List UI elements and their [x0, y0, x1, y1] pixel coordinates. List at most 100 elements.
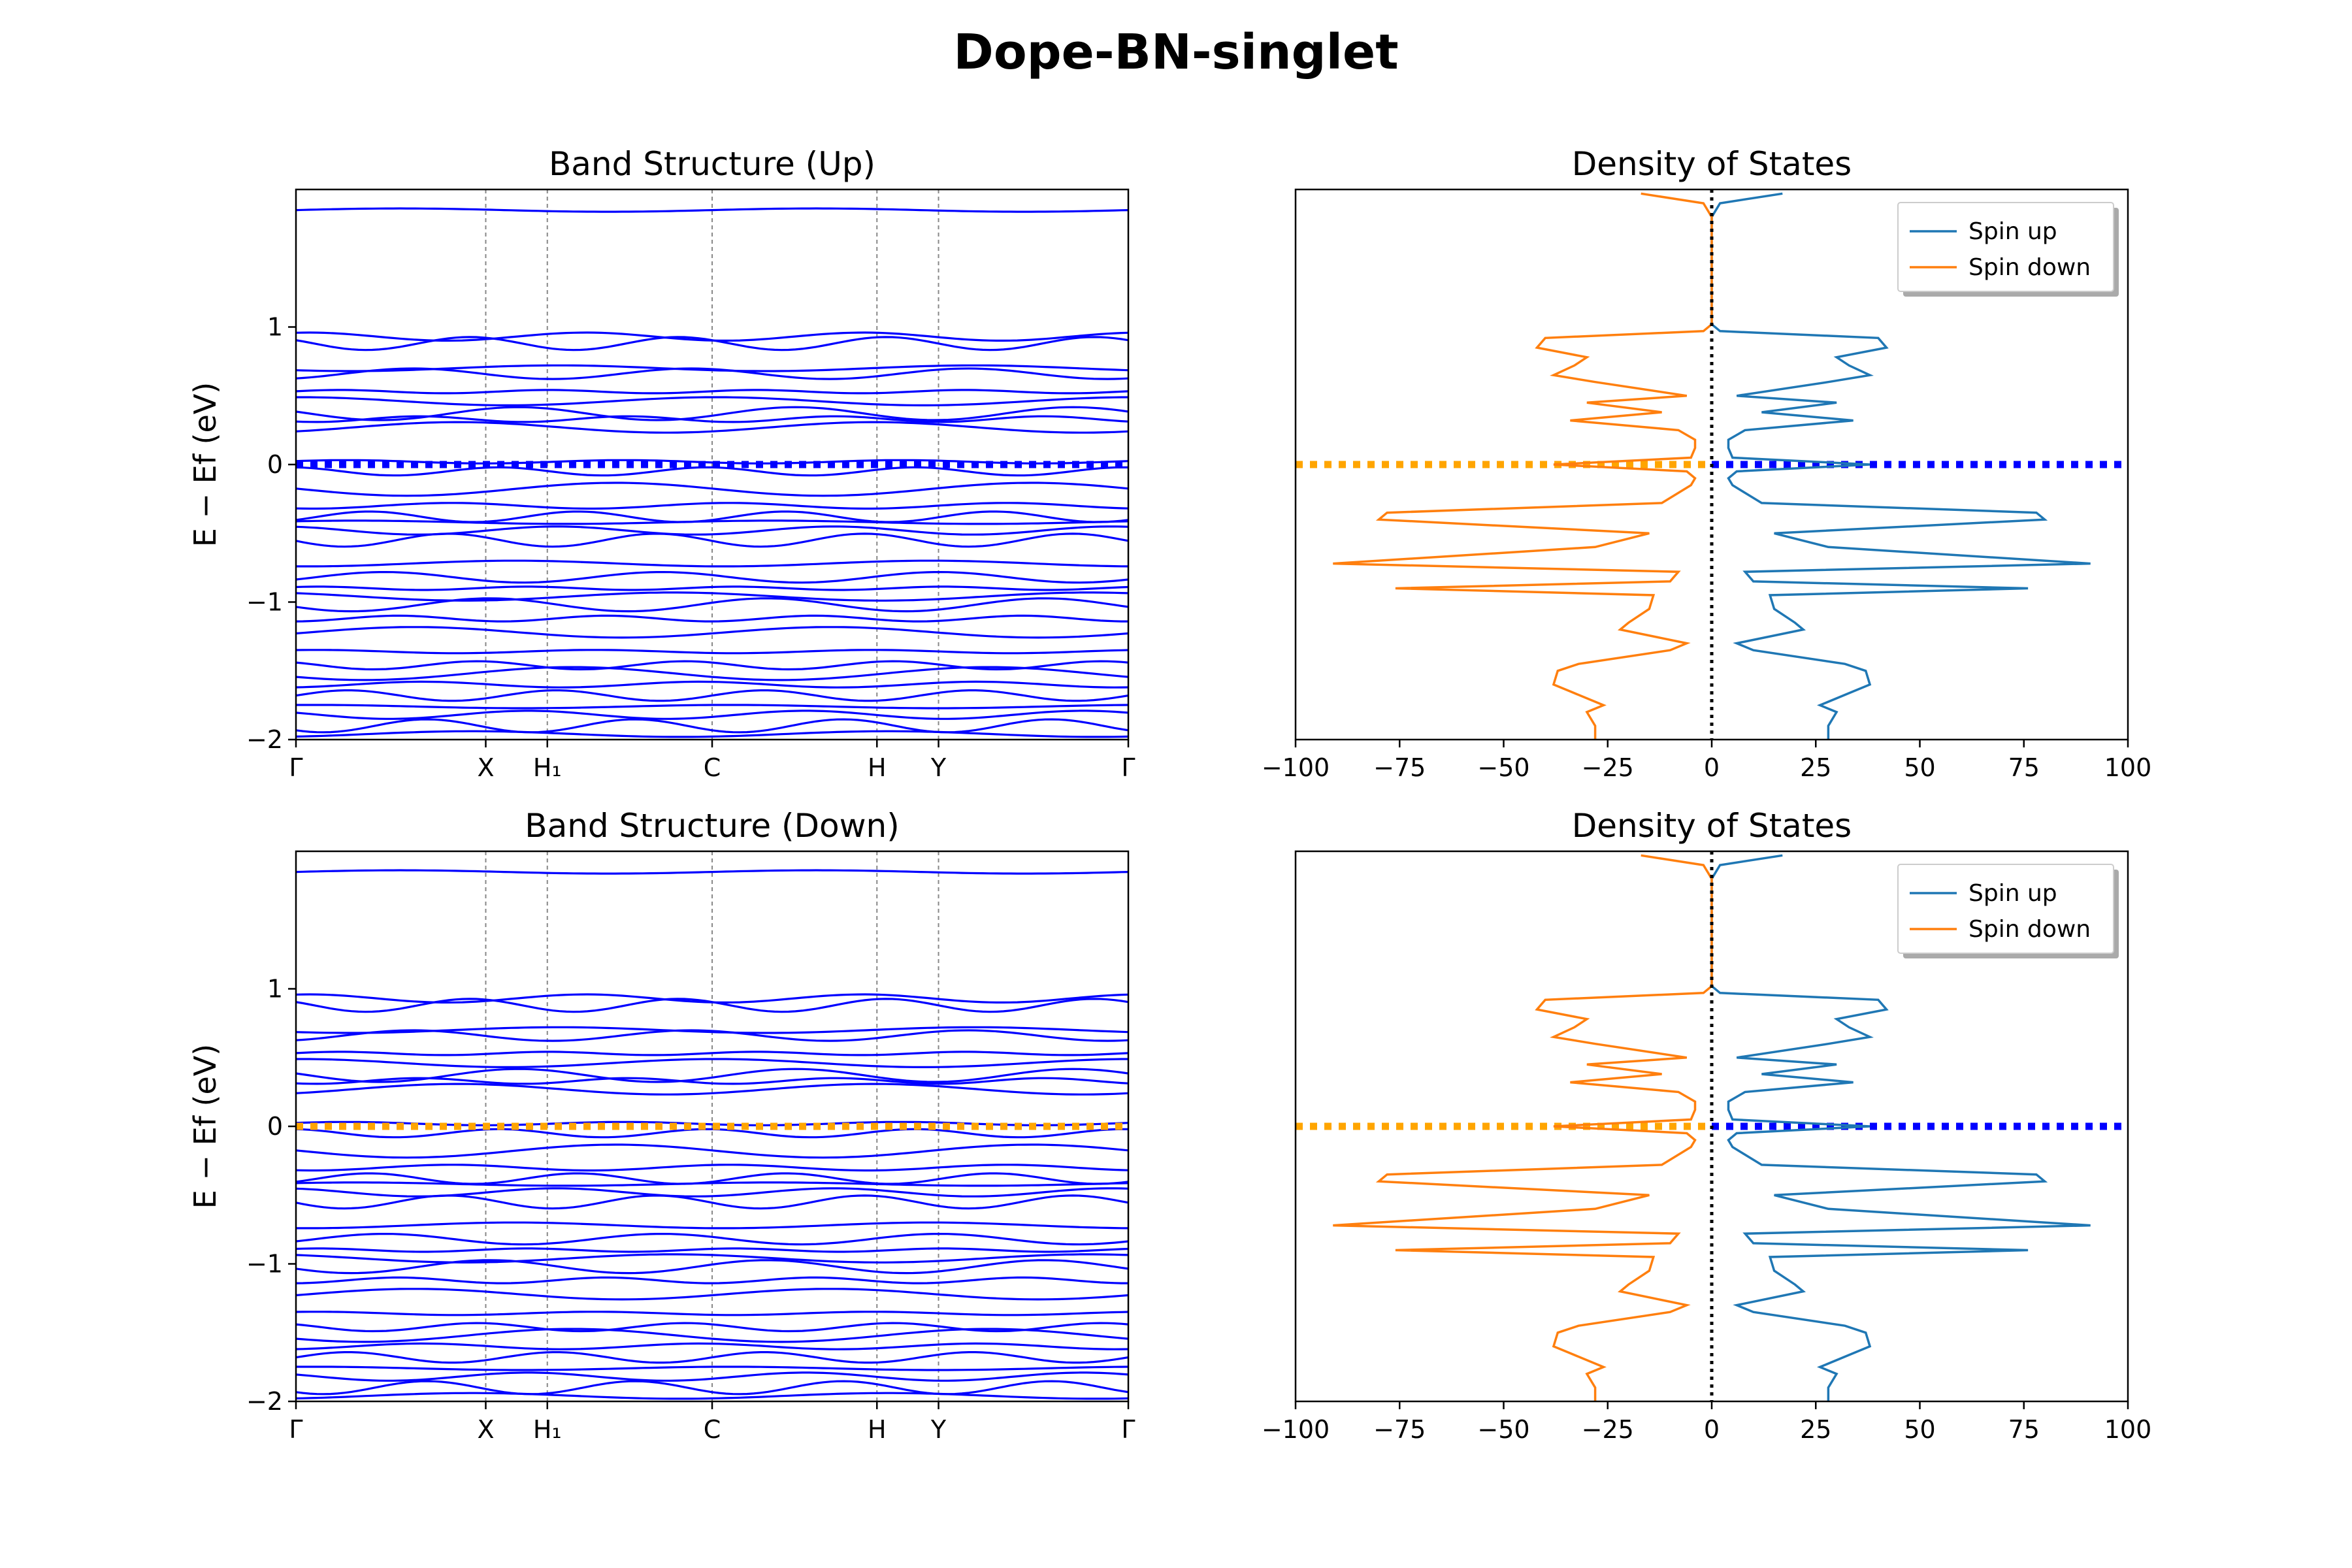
kpoint-label: H [868, 1415, 887, 1444]
band-line [296, 559, 1128, 568]
band-line [296, 614, 1128, 623]
legend-label: Spin up [1968, 218, 2057, 245]
band-line [296, 1172, 1128, 1185]
band-line [296, 585, 1128, 591]
y-axis-label: E − Ef (eV) [188, 1044, 223, 1209]
band-line [296, 1328, 1128, 1343]
legend-label: Spin down [1968, 254, 2091, 281]
band-line [296, 336, 1128, 351]
band-line [296, 502, 1128, 510]
band-line [296, 730, 1128, 738]
dos-curves [1296, 192, 2128, 740]
legend-box [1897, 864, 2114, 954]
x-tick-label: −75 [1373, 1415, 1426, 1444]
kpoint-label: X [477, 753, 494, 782]
band-line [296, 626, 1128, 639]
x-tick-label: −50 [1477, 1415, 1529, 1444]
x-tick-label: −50 [1477, 753, 1529, 782]
bands [296, 869, 1128, 1400]
x-tick-label: 75 [2008, 753, 2040, 782]
band-line [296, 1365, 1128, 1371]
y-tick-label: 1 [267, 313, 283, 342]
band-line [296, 1143, 1128, 1159]
band-line [296, 207, 1128, 213]
figure-title: Dope-BN-singlet [953, 24, 1398, 80]
band-line [296, 421, 1128, 434]
band-line [296, 396, 1128, 406]
band-line [296, 1221, 1128, 1230]
band-line [296, 710, 1128, 720]
band-line [296, 1380, 1128, 1396]
kpoint-label: Y [930, 753, 947, 782]
x-tick-label: −100 [1262, 753, 1330, 782]
band-line [296, 415, 1128, 423]
x-tick-label: −75 [1373, 753, 1426, 782]
band-line [296, 1322, 1128, 1333]
band-line [296, 1051, 1128, 1056]
band-line [296, 1351, 1128, 1364]
band-line [296, 718, 1128, 734]
x-tick-label: 25 [1800, 753, 1831, 782]
y-tick-label: 0 [267, 450, 283, 479]
band-line [296, 482, 1128, 497]
dos-curves [1296, 854, 2128, 1401]
x-tick-label: 0 [1704, 753, 1720, 782]
spin-down-curve [1333, 192, 1713, 740]
band-line [296, 1253, 1128, 1264]
y-tick-label: 0 [267, 1112, 283, 1141]
x-tick-label: −100 [1262, 1415, 1330, 1444]
x-tick-label: −25 [1582, 1415, 1634, 1444]
band-line [296, 1259, 1128, 1275]
kpoint-label: X [477, 1415, 494, 1444]
band-line [296, 666, 1128, 681]
legend: Spin up Spin down [1897, 202, 2119, 297]
band-line [296, 1371, 1128, 1382]
band-structure-panel: −2 −1 0 1 Γ X H₁ C H Y Γ Band Structure (Down) E − E… [188, 807, 1135, 1444]
x-tick-label: 75 [2008, 1415, 2040, 1444]
y-tick-label: −1 [246, 588, 283, 617]
panels: −2 −1 0 1 Γ X H₁ C H Y Γ Band Structure (Up) E − Ef … [188, 145, 2151, 1444]
kpoint-label: C [704, 1415, 721, 1444]
band-line [296, 680, 1128, 689]
panel-title: Density of States [1572, 145, 1852, 183]
x-tick-label: 100 [2104, 1415, 2152, 1444]
band-line [296, 591, 1128, 602]
band-line [296, 367, 1128, 380]
band-line [296, 1276, 1128, 1284]
legend-box [1897, 202, 2114, 292]
band-structure-panel: −2 −1 0 1 Γ X H₁ C H Y Γ Band Structure (Up) E − Ef … [188, 145, 1135, 782]
band-line [296, 389, 1128, 395]
kpoint-label: Γ [289, 1415, 302, 1444]
kpoint-label: H₁ [533, 1415, 562, 1444]
kpoint-label: Γ [1121, 753, 1135, 782]
band-line [296, 998, 1128, 1013]
x-tick-label: 50 [1904, 1415, 1935, 1444]
band-line [296, 510, 1128, 523]
legend-label: Spin down [1968, 916, 2091, 943]
band-line [296, 1342, 1128, 1350]
band-line [296, 1029, 1128, 1042]
kpoint-label: H₁ [533, 753, 562, 782]
band-line [296, 1247, 1128, 1253]
band-line [296, 571, 1128, 584]
band-line [296, 1194, 1128, 1210]
band-line [296, 689, 1128, 702]
panel-title: Density of States [1572, 807, 1852, 845]
kpoint-label: Γ [289, 753, 302, 782]
legend-label: Spin up [1968, 880, 2057, 907]
y-tick-label: 1 [267, 975, 283, 1004]
band-line [296, 660, 1128, 671]
spin-up-curve [1710, 854, 2091, 1401]
kpoint-label: H [868, 753, 887, 782]
y-axis-label: E − Ef (eV) [188, 382, 223, 547]
kpoint-label: Γ [1121, 1415, 1135, 1444]
x-tick-label: 0 [1704, 1415, 1720, 1444]
dos-panel: −100 −75 −50 −25 0 25 50 75 100 Density of States… [1262, 145, 2151, 782]
band-line [296, 869, 1128, 875]
band-line [296, 1392, 1128, 1400]
band-line [296, 1311, 1128, 1316]
kpoint-label: Y [930, 1415, 947, 1444]
x-tick-label: −25 [1582, 753, 1634, 782]
panel-title: Band Structure (Down) [525, 807, 899, 845]
